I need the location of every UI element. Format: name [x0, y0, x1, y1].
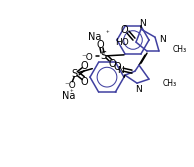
Text: Na: Na	[88, 32, 101, 42]
Text: ⁻O: ⁻O	[64, 81, 76, 90]
Text: O: O	[113, 62, 121, 72]
Text: O: O	[96, 40, 104, 50]
Text: N: N	[136, 85, 142, 94]
Text: O: O	[81, 61, 88, 71]
Text: HO: HO	[115, 38, 129, 47]
Text: O: O	[108, 59, 116, 69]
Text: Na: Na	[62, 91, 76, 101]
Text: N: N	[159, 35, 165, 44]
Text: ⁻O: ⁻O	[81, 53, 93, 62]
Text: S: S	[100, 51, 106, 61]
Text: O: O	[120, 25, 128, 35]
Text: O: O	[81, 77, 88, 87]
Text: CH₃: CH₃	[173, 45, 187, 54]
Text: S: S	[71, 69, 77, 79]
Text: ⁺: ⁺	[69, 90, 73, 96]
Text: N: N	[140, 19, 146, 28]
Text: N: N	[117, 66, 123, 75]
Text: CH₃: CH₃	[163, 79, 177, 88]
Text: ⁺: ⁺	[105, 31, 109, 37]
